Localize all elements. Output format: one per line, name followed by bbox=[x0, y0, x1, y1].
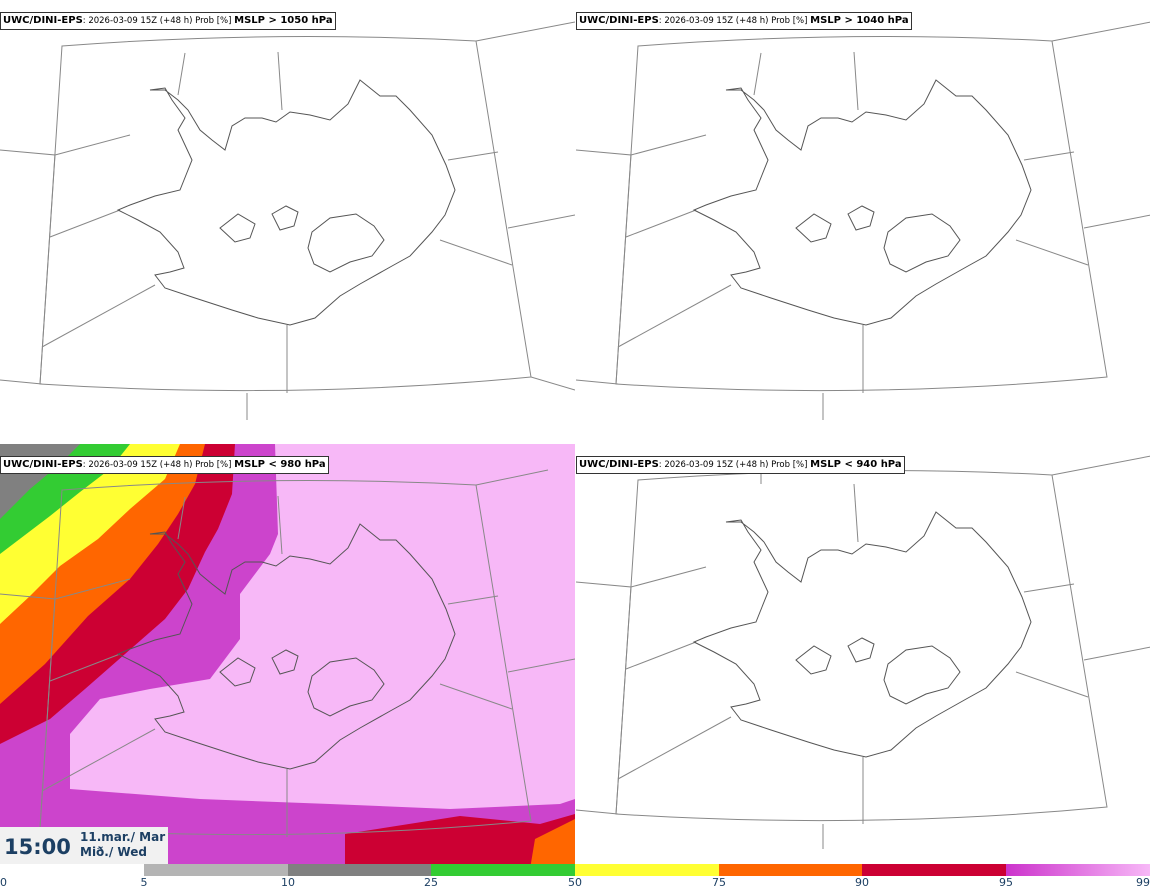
colorbar-tick: 25 bbox=[424, 876, 438, 889]
colorbar-tick: 90 bbox=[855, 876, 869, 889]
map-panel-mslp-gt-1050: UWC/DINI-EPS: 2026-03-09 15Z (+48 h) Pro… bbox=[0, 0, 575, 425]
colorbar-seg-0-5 bbox=[0, 864, 144, 876]
colorbar-seg-95-99 bbox=[1006, 864, 1150, 876]
map-panel-mslp-lt-980: UWC/DINI-EPS: 2026-03-09 15Z (+48 h) Pro… bbox=[0, 444, 575, 869]
iceland-map bbox=[576, 455, 1150, 849]
map-panel-mslp-lt-940: UWC/DINI-EPS: 2026-03-09 15Z (+48 h) Pro… bbox=[576, 444, 1150, 869]
prob-area-90-south bbox=[345, 814, 575, 869]
colorbar-seg-75-90 bbox=[719, 864, 862, 876]
colorbar-tick: 0 bbox=[0, 876, 7, 889]
panel-title: UWC/DINI-EPS: 2026-03-09 15Z (+48 h) Pro… bbox=[0, 12, 336, 30]
valid-time-box: 15:00 11.mar./ Mar Mið./ Wed bbox=[0, 827, 168, 864]
valid-time: 15:00 bbox=[4, 835, 71, 859]
prob-area-75-south bbox=[530, 819, 575, 869]
colorbar-tick: 50 bbox=[568, 876, 582, 889]
map-panel-mslp-gt-1040: UWC/DINI-EPS: 2026-03-09 15Z (+48 h) Pro… bbox=[576, 0, 1150, 425]
colorbar-tick: 95 bbox=[999, 876, 1013, 889]
valid-date: 11.mar./ Mar Mið./ Wed bbox=[80, 830, 165, 860]
date-line-1: 11.mar./ Mar bbox=[80, 830, 166, 844]
colorbar-tick: 10 bbox=[281, 876, 295, 889]
panel-title: UWC/DINI-EPS: 2026-03-09 15Z (+48 h) Pro… bbox=[576, 456, 905, 474]
probability-colorbar: 0 5 10 25 50 75 90 95 99 bbox=[0, 864, 1150, 891]
colorbar-seg-50-75 bbox=[575, 864, 719, 876]
colorbar-tick: 5 bbox=[140, 876, 148, 889]
colorbar-seg-5-10 bbox=[144, 864, 288, 876]
date-line-2: Mið./ Wed bbox=[80, 845, 147, 859]
panel-title: UWC/DINI-EPS: 2026-03-09 15Z (+48 h) Pro… bbox=[576, 12, 912, 30]
colorbar-seg-90-95 bbox=[862, 864, 1006, 876]
colorbar-seg-25-50 bbox=[431, 864, 575, 876]
colorbar-tick: 75 bbox=[712, 876, 726, 889]
iceland-map bbox=[0, 21, 575, 420]
probability-field-map bbox=[0, 444, 575, 869]
iceland-map bbox=[576, 21, 1150, 420]
colorbar-seg-10-25 bbox=[288, 864, 431, 876]
panel-title: UWC/DINI-EPS: 2026-03-09 15Z (+48 h) Pro… bbox=[0, 456, 329, 474]
colorbar-tick: 99 bbox=[1136, 876, 1150, 889]
